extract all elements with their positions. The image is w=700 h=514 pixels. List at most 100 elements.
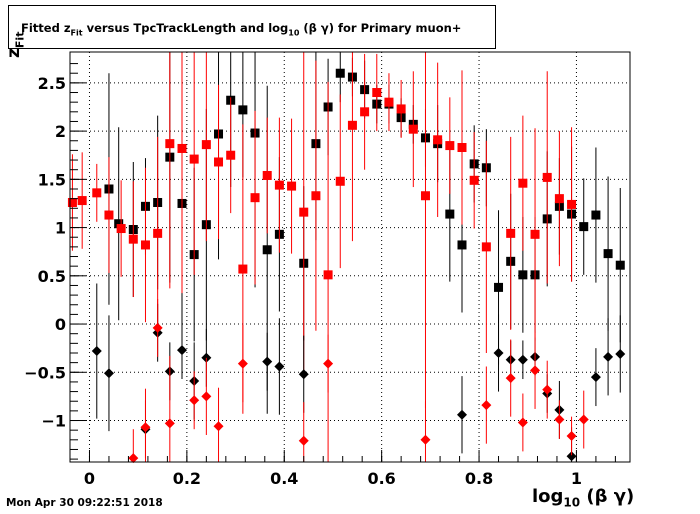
plot-frame: [69, 51, 631, 463]
data-point: [372, 88, 382, 98]
data-point: [481, 400, 492, 411]
data-point: [91, 346, 102, 357]
data-point: [567, 199, 577, 209]
data-point: [213, 421, 224, 432]
data-point: [164, 418, 175, 429]
y-tick-label: 0.5: [38, 267, 66, 286]
data-point: [591, 210, 601, 220]
data-point: [165, 139, 175, 149]
x-tick-label: 0.4: [270, 469, 298, 488]
data-point: [262, 245, 272, 255]
data-point: [517, 417, 528, 428]
y-tick-label: −0.5: [24, 363, 66, 382]
data-point: [177, 345, 187, 356]
y-tick-label: 1: [55, 219, 66, 238]
series-1: [67, 52, 577, 462]
data-point: [493, 347, 504, 358]
data-point: [518, 270, 528, 280]
data-point: [262, 170, 272, 180]
data-point: [77, 196, 87, 206]
x-tick-label: 0.6: [367, 469, 395, 488]
data-point: [590, 372, 601, 383]
data-point: [201, 140, 211, 150]
axes: 0 0.2 0.4 0.6 0.8 1 −1 −0.5 0 0.5 1 1.5 2 2.5: [24, 63, 616, 488]
data-point: [542, 384, 553, 395]
data-point: [237, 358, 248, 369]
data-point: [554, 414, 565, 425]
data-point: [226, 150, 236, 160]
data-point: [153, 228, 163, 238]
data-point: [104, 210, 114, 220]
data-point: [603, 249, 613, 259]
data-point: [579, 222, 589, 232]
data-point: [103, 368, 114, 379]
data-point: [384, 97, 394, 107]
y-tick-label: 1.5: [38, 170, 66, 189]
data-point: [311, 191, 321, 201]
data-point: [262, 356, 273, 367]
data-point: [116, 224, 126, 234]
data-point: [445, 141, 455, 151]
data-point: [494, 282, 504, 292]
data-point: [457, 143, 467, 153]
chart-title: Fitted zFit versus TpcTrackLength and lo…: [21, 21, 462, 38]
data-point: [420, 434, 431, 445]
data-point: [335, 68, 345, 78]
grid-lines: [70, 52, 630, 462]
data-point: [457, 240, 467, 250]
data-point: [335, 176, 345, 186]
x-tick-label: 0.8: [465, 469, 493, 488]
data-point: [128, 234, 138, 244]
data-point: [323, 270, 333, 280]
data-point: [140, 240, 150, 250]
data-point: [554, 194, 564, 204]
data-point: [323, 358, 334, 369]
data-point: [177, 143, 187, 153]
data-point: [457, 409, 467, 420]
data-point: [250, 193, 260, 203]
data-point: [128, 453, 139, 464]
data-point: [481, 242, 491, 252]
data-point: [114, 219, 124, 229]
y-tick-label: 0: [55, 315, 66, 334]
data-series: [67, 52, 626, 464]
data-point: [566, 451, 577, 462]
data-point: [530, 229, 540, 239]
title-box: Fitted zFit versus TpcTrackLength and lo…: [8, 5, 496, 49]
data-point: [274, 180, 284, 190]
timestamp: Mon Apr 30 09:22:51 2018: [6, 497, 163, 509]
data-point: [542, 172, 552, 182]
data-point: [469, 175, 479, 185]
data-point: [517, 354, 528, 365]
data-point: [578, 414, 589, 425]
data-point: [92, 188, 102, 198]
data-point: [189, 154, 199, 164]
data-point: [566, 430, 577, 441]
y-tick-label: 2.5: [38, 74, 66, 93]
data-point: [396, 104, 406, 114]
data-point: [360, 107, 370, 117]
data-point: [298, 369, 309, 380]
data-point: [615, 348, 626, 359]
x-tick-label: 1: [571, 469, 582, 488]
data-point: [506, 228, 516, 238]
x-axis-label: log10 (β γ): [532, 486, 635, 510]
y-tick-label: 2: [55, 122, 66, 141]
data-point: [505, 373, 516, 384]
data-point: [140, 422, 151, 433]
y-axis-label: zFit: [4, 31, 27, 58]
data-point: [287, 181, 297, 191]
data-point: [347, 120, 357, 130]
data-point: [299, 207, 309, 217]
data-point: [603, 351, 614, 362]
series-3: [128, 298, 589, 464]
data-point: [152, 322, 163, 333]
data-point: [214, 157, 224, 167]
data-point: [298, 435, 309, 446]
data-point: [408, 124, 418, 134]
data-point: [420, 191, 430, 201]
data-point: [274, 361, 285, 372]
x-tick-label: 0: [84, 469, 95, 488]
data-point: [518, 178, 528, 188]
y-tick-label: −1: [41, 412, 66, 431]
